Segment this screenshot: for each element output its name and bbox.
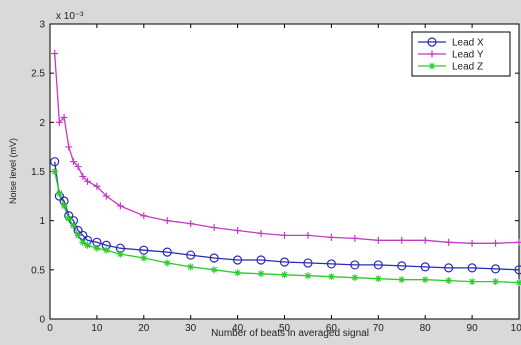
- x-tick-label: 90: [467, 323, 479, 334]
- x-tick-label: 30: [185, 323, 197, 334]
- y-tick-label: 2.5: [31, 69, 45, 80]
- data-point: [281, 271, 288, 278]
- data-point: [93, 245, 100, 252]
- data-point: [103, 247, 110, 254]
- y-tick-label: 1: [39, 216, 45, 227]
- data-point: [84, 242, 91, 249]
- x-tick-label: 70: [373, 323, 385, 334]
- x-tick-label: 0: [47, 323, 53, 334]
- legend-label: Lead X: [452, 38, 484, 49]
- y-tick-label: 0: [39, 315, 45, 326]
- x-tick-label: 100: [511, 323, 521, 334]
- data-point: [56, 190, 63, 197]
- x-axis-label: Number of beats in averaged signal: [211, 328, 369, 339]
- y-tick-label: 1.5: [31, 167, 45, 178]
- data-point: [140, 255, 147, 262]
- data-point: [65, 215, 72, 222]
- y-tick-label: 3: [39, 20, 45, 31]
- y-axis-label: Noise level (mV): [8, 138, 18, 204]
- data-point: [75, 232, 82, 239]
- legend-label: Lead Y: [452, 50, 484, 61]
- y-tick-label: 0.5: [31, 265, 45, 276]
- data-point: [61, 202, 68, 209]
- data-point: [187, 263, 194, 270]
- x-tick-label: 80: [420, 323, 432, 334]
- data-point: [70, 222, 77, 229]
- y-tick-label: 2: [39, 118, 45, 129]
- legend-label: Lead Z: [452, 62, 483, 73]
- x-tick-label: 10: [91, 323, 103, 334]
- y-exponent-label: x 10⁻³: [56, 11, 84, 22]
- data-point: [429, 63, 436, 70]
- x-tick-label: 20: [138, 323, 150, 334]
